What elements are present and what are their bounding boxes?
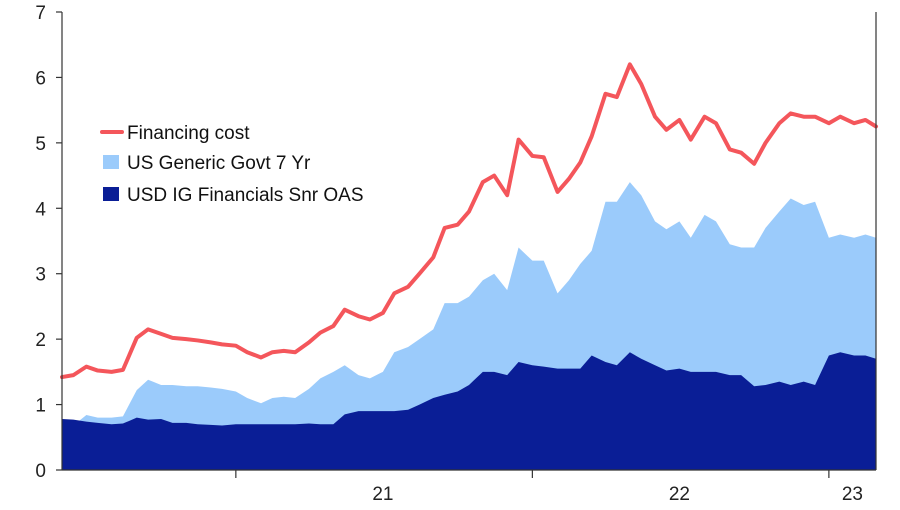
- legend-label-1: US Generic Govt 7 Yr: [127, 153, 311, 174]
- x-tick-label-21: 21: [372, 484, 393, 505]
- x-tick-label-23: 23: [842, 484, 863, 505]
- legend-label-0: Financing cost: [127, 123, 250, 144]
- y-tick-label-1: 1: [35, 396, 46, 417]
- y-tick-label-4: 4: [35, 199, 46, 220]
- y-tick-label-2: 2: [35, 330, 46, 351]
- y-tick-label-0: 0: [35, 461, 46, 482]
- line-layer: [60, 62, 878, 380]
- y-tick-label-5: 5: [35, 134, 46, 155]
- x-tick-label-22: 22: [669, 484, 690, 505]
- line-series-financing-cost: [60, 62, 878, 380]
- legend-swatch-2: [103, 187, 119, 201]
- areas-layer: [62, 182, 876, 471]
- y-tick-label-6: 6: [35, 68, 46, 89]
- y-tick-label-3: 3: [35, 265, 46, 286]
- legend: Financing cost US Generic Govt 7 Yr USD IG…: [100, 123, 364, 206]
- y-tick-label-7: 7: [35, 3, 46, 24]
- legend-label-2: USD IG Financials Snr OAS: [127, 185, 364, 206]
- legend-swatch-1: [103, 155, 119, 169]
- area-series-1: [62, 352, 876, 470]
